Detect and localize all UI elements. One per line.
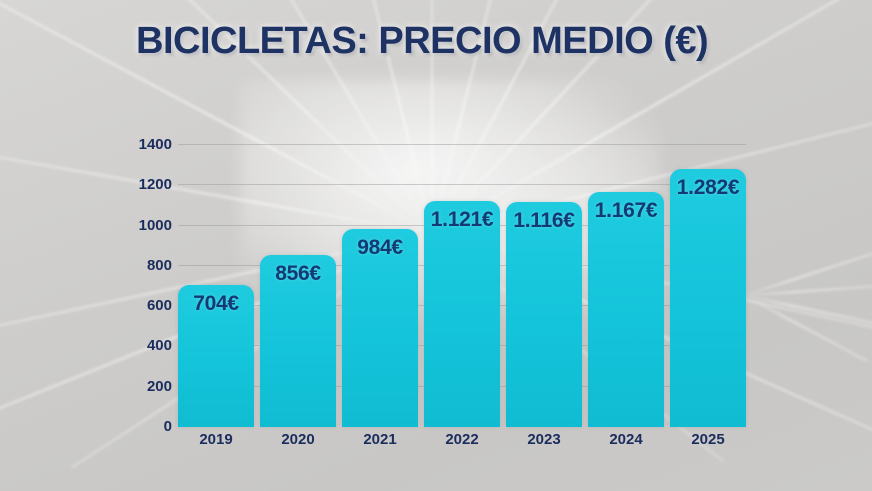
chart-title: BICICLETAS: PRECIO MEDIO (€) <box>136 20 709 62</box>
x-axis-label: 2021 <box>363 431 397 448</box>
y-axis-label: 400 <box>146 337 172 355</box>
bar-2023: 1.116€ <box>506 202 582 427</box>
x-axis-label: 2022 <box>445 431 479 448</box>
y-axis-label: 1400 <box>138 136 172 153</box>
bar-value-label: 1.167€ <box>594 198 658 222</box>
bar-2024: 1.167€ <box>588 191 664 427</box>
x-axis: 2019 2020 2021 2022 2023 2024 2025 <box>178 431 746 448</box>
y-axis-label: 0 <box>163 418 172 435</box>
bar-2020: 856€ <box>260 254 336 427</box>
x-axis-label: 2023 <box>527 431 561 448</box>
bar-value-label: 704€ <box>193 292 239 316</box>
x-axis-label: 2025 <box>691 431 725 448</box>
bar-value-label: 856€ <box>275 261 321 285</box>
bar-value-label: 1.121€ <box>430 208 494 232</box>
y-axis-label: 1200 <box>138 176 172 194</box>
wheel-spoke-line <box>743 294 872 326</box>
bar-value-label: 1.282€ <box>676 175 740 199</box>
y-axis-label: 800 <box>146 256 172 274</box>
bar-2019: 704€ <box>178 285 254 427</box>
bar-2021: 984€ <box>342 228 418 427</box>
x-axis-label: 2024 <box>609 431 643 448</box>
x-axis-label: 2019 <box>199 431 233 448</box>
bar-value-label: 1.116€ <box>513 209 575 233</box>
bar-value-label: 984€ <box>357 235 403 259</box>
x-axis-label: 2020 <box>281 431 315 448</box>
wheel-spoke-line <box>743 294 869 363</box>
bar-2025: 1.282€ <box>670 168 746 427</box>
plot-area: 704€ 856€ 984€ 1.121€ 1.116€ 1.167€ 1.282€ <box>178 144 746 427</box>
gridline <box>178 144 746 145</box>
bar-2022: 1.121€ <box>424 201 500 427</box>
y-axis-label: 200 <box>146 377 172 395</box>
bars: 704€ 856€ 984€ 1.121€ 1.116€ 1.167€ 1.282€ <box>178 145 746 427</box>
gridline <box>178 184 746 186</box>
y-axis-label: 1000 <box>138 216 172 234</box>
y-axis: 0 200 400 600 800 1000 1200 1400 <box>96 136 172 435</box>
y-axis-label: 600 <box>146 297 172 315</box>
